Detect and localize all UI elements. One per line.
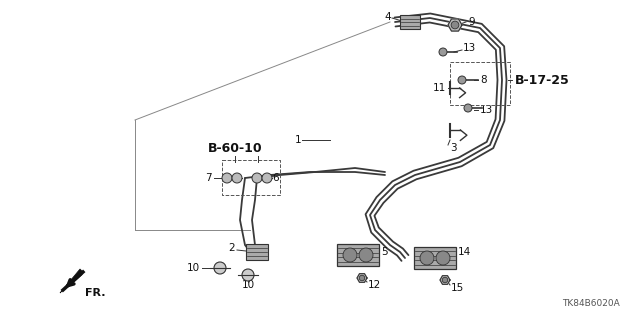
Polygon shape [440, 276, 450, 284]
Text: 10: 10 [241, 280, 255, 290]
Circle shape [359, 248, 373, 262]
Text: 13: 13 [463, 43, 476, 53]
Text: B-17-25: B-17-25 [515, 74, 570, 86]
Circle shape [343, 248, 357, 262]
Circle shape [222, 173, 232, 183]
Text: 3: 3 [450, 143, 456, 153]
Circle shape [442, 277, 448, 283]
Text: 8: 8 [480, 75, 486, 85]
Circle shape [439, 48, 447, 56]
Text: 9: 9 [468, 17, 475, 27]
Circle shape [464, 104, 472, 112]
Text: 2: 2 [228, 243, 235, 253]
Polygon shape [357, 274, 367, 282]
Polygon shape [448, 19, 462, 31]
Text: B-60-10: B-60-10 [208, 141, 262, 155]
Circle shape [420, 251, 434, 265]
Text: 4: 4 [384, 12, 390, 22]
Bar [337, 244, 379, 266]
Circle shape [359, 275, 365, 281]
Text: 13: 13 [480, 105, 493, 115]
Text: 10: 10 [187, 263, 200, 273]
Polygon shape [60, 269, 83, 293]
Circle shape [232, 173, 242, 183]
Text: 5: 5 [381, 247, 388, 257]
Text: 12: 12 [368, 280, 381, 290]
Text: 15: 15 [451, 283, 464, 293]
Circle shape [252, 173, 262, 183]
Text: 7: 7 [205, 173, 212, 183]
Text: TK84B6020A: TK84B6020A [563, 299, 620, 308]
Bar [414, 247, 456, 269]
Text: 6: 6 [272, 173, 278, 183]
Bar [246, 244, 268, 260]
Circle shape [262, 173, 272, 183]
Text: 14: 14 [458, 247, 471, 257]
Text: FR.: FR. [85, 288, 106, 298]
Text: 1: 1 [295, 135, 301, 145]
Bar [400, 15, 420, 29]
Circle shape [458, 76, 466, 84]
Circle shape [214, 262, 226, 274]
Circle shape [242, 269, 254, 281]
Text: 11: 11 [433, 83, 446, 93]
Circle shape [451, 21, 459, 29]
Circle shape [436, 251, 450, 265]
